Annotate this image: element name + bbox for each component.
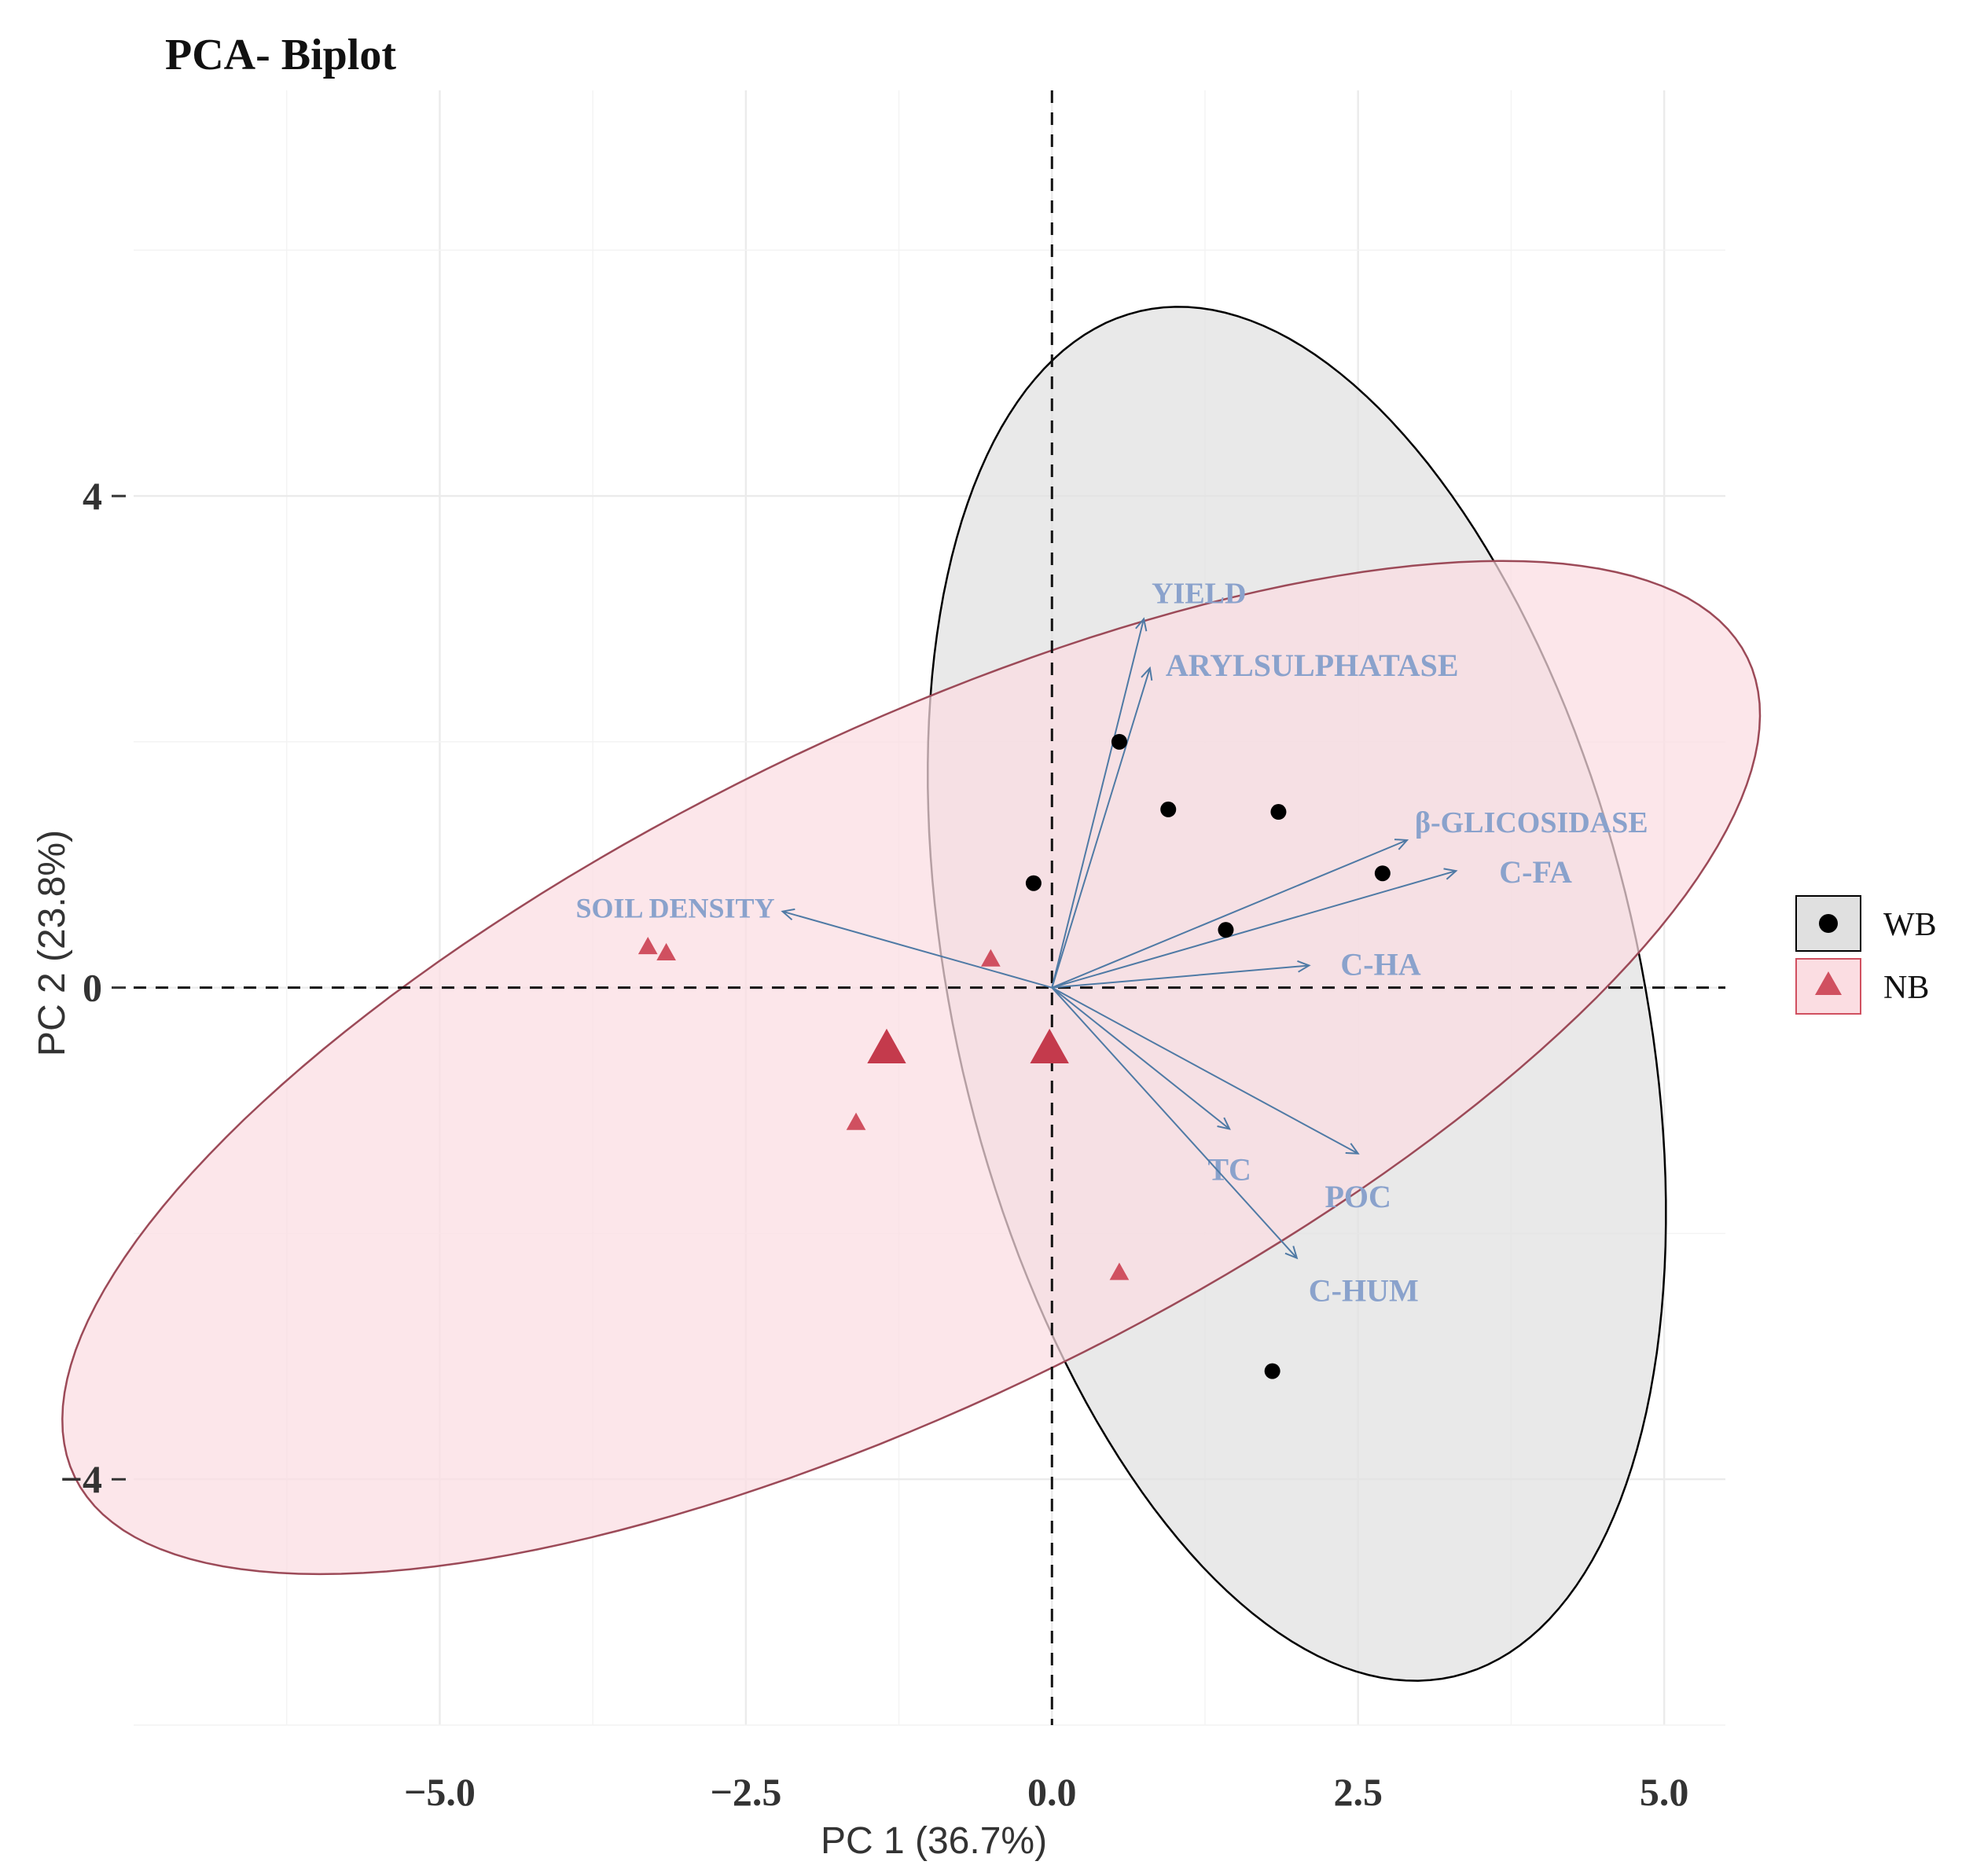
- y-tick-label: 4: [83, 474, 102, 518]
- y-tick-label: 0: [83, 966, 102, 1010]
- group-ellipses: [61, 306, 1762, 1682]
- loading-arrowhead-icon: [1297, 960, 1311, 973]
- loading-vector: [1051, 839, 1408, 989]
- loading-vector: [1051, 619, 1145, 988]
- loading-vectors: YIELD ARYLSULPHATASE β-GLICOSIDASE C-FA C-HA…: [575, 577, 1648, 1308]
- reference-lines: [134, 90, 1725, 1725]
- legend-nb-triangle-icon: [1815, 971, 1842, 995]
- ellipse-nb: [61, 560, 1762, 1576]
- loading-vector: [1051, 986, 1298, 1259]
- loading-label: TC: [1207, 1152, 1251, 1188]
- x-tick-label: 2.5: [1333, 1770, 1383, 1814]
- loading-vector: [1051, 870, 1457, 989]
- point-wb: [1264, 1363, 1280, 1379]
- x-tick-label: 5.0: [1640, 1770, 1689, 1814]
- loading-label: C-HUM: [1309, 1273, 1419, 1309]
- y-axis-label: PC 2 (23.8%): [31, 830, 73, 1056]
- centroid-point-nb: [1030, 1028, 1069, 1064]
- chart-title: PCA- Biplot: [165, 31, 396, 79]
- loading-label: YIELD: [1152, 577, 1246, 610]
- loading-arrowhead-icon: [1345, 1143, 1360, 1155]
- loading-arrowhead-icon: [1135, 617, 1148, 632]
- x-tick-label: 0.0: [1027, 1770, 1077, 1814]
- y-tick-label: −4: [61, 1457, 103, 1501]
- loading-label: SOIL DENSITY: [575, 893, 774, 924]
- point-wb: [1111, 733, 1127, 750]
- axis-ticks: −5.0 −2.5 0.0 2.5 5.0 −4 0 4: [61, 474, 1689, 1814]
- legend-wb-circle-icon: [1819, 914, 1838, 933]
- loading-arrowhead-icon: [781, 908, 795, 921]
- point-wb: [1218, 922, 1234, 938]
- loading-vector: [1051, 986, 1359, 1155]
- legend-label-nb: NB: [1883, 970, 1929, 1006]
- loading-arrowhead-icon: [1394, 839, 1409, 850]
- point-nb: [846, 1112, 866, 1130]
- point-wb: [1270, 804, 1287, 821]
- loading-vector: [1052, 964, 1310, 989]
- loading-label: POC: [1325, 1179, 1391, 1214]
- point-nb: [1109, 1262, 1130, 1280]
- point-wb: [1374, 865, 1391, 882]
- centroid-point-nb: [867, 1028, 906, 1064]
- loading-arrowhead-icon: [1443, 868, 1458, 880]
- loading-arrowhead-icon: [1141, 666, 1153, 681]
- point-nb: [637, 937, 658, 955]
- loading-label: ARYLSULPHATASE: [1166, 648, 1459, 683]
- loading-arrowhead-icon: [1284, 1246, 1299, 1260]
- loading-vector: [1051, 667, 1151, 988]
- legend-label-wb: WB: [1883, 907, 1937, 943]
- loading-label: C-FA: [1499, 854, 1572, 890]
- x-tick-label: −2.5: [710, 1770, 781, 1814]
- legend: WB NB: [1795, 895, 1937, 1015]
- point-nb: [981, 949, 1001, 967]
- point-nb: [656, 942, 676, 960]
- loading-label: C-HA: [1340, 947, 1420, 982]
- x-tick-label: −5.0: [404, 1770, 476, 1814]
- x-axis-label: PC 1 (36.7%): [821, 1820, 1047, 1862]
- data-points: [637, 733, 1391, 1379]
- loading-label: β-GLICOSIDASE: [1415, 806, 1648, 839]
- point-wb: [1160, 801, 1177, 817]
- point-wb: [1025, 875, 1042, 891]
- loading-arrowhead-icon: [1217, 1117, 1231, 1130]
- loading-vector: [1051, 986, 1230, 1130]
- loading-vector: [782, 910, 1053, 989]
